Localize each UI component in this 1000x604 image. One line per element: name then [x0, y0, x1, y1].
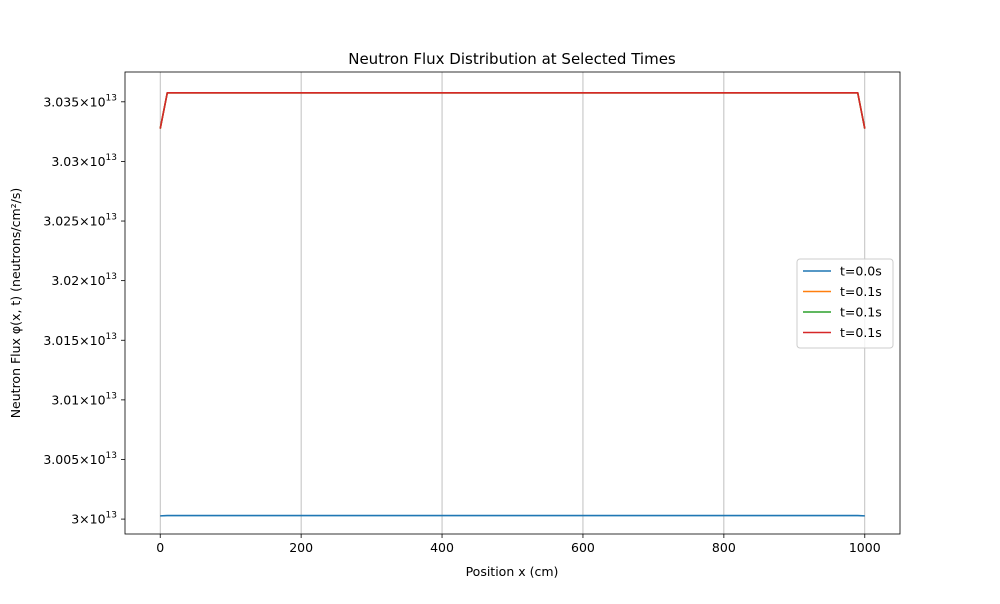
- y-tick-mantissa: 3.01: [51, 392, 79, 407]
- x-tick-label: 0: [156, 540, 164, 555]
- y-tick-multiplier: ×10: [79, 392, 105, 407]
- x-axis-label: Position x (cm): [466, 564, 559, 579]
- legend: t=0.0s t=0.1s t=0.1s t=0.1s: [797, 259, 893, 348]
- y-tick-exponent: 13: [106, 93, 117, 103]
- y-tick-multiplier: ×10: [79, 333, 105, 348]
- y-tick-exponent: 13: [106, 213, 117, 223]
- y-tick-exponent: 13: [106, 332, 117, 342]
- y-tick-exponent: 13: [106, 451, 117, 461]
- y-tick-mantissa: 3.015: [43, 333, 79, 348]
- y-tick-multiplier: ×10: [79, 94, 105, 109]
- y-axis-label: Neutron Flux φ(x, t) (neutrons/cm²/s): [8, 188, 23, 419]
- y-tick-mantissa: 3.005: [43, 452, 79, 467]
- y-tick-exponent: 13: [106, 391, 117, 401]
- y-tick-multiplier: ×10: [79, 273, 105, 288]
- x-tick-label: 600: [571, 540, 595, 555]
- chart-title: Neutron Flux Distribution at Selected Ti…: [348, 50, 676, 68]
- legend-label-1: t=0.1s: [840, 284, 882, 299]
- y-tick-mantissa: 3: [71, 512, 79, 527]
- y-tick-mantissa: 3.03: [51, 154, 79, 169]
- y-tick-multiplier: ×10: [79, 214, 105, 229]
- legend-label-3: t=0.1s: [840, 325, 882, 340]
- y-tick-multiplier: ×10: [79, 452, 105, 467]
- y-tick-mantissa: 3.025: [43, 214, 79, 229]
- x-tick-label: 200: [289, 540, 313, 555]
- y-tick-multiplier: ×10: [79, 154, 105, 169]
- legend-label-2: t=0.1s: [840, 305, 882, 320]
- x-tick-label: 1000: [849, 540, 881, 555]
- y-tick-mantissa: 3.02: [51, 273, 79, 288]
- x-tick-label: 400: [430, 540, 454, 555]
- y-tick-mantissa: 3.035: [43, 94, 79, 109]
- y-tick-exponent: 13: [106, 153, 117, 163]
- legend-label-0: t=0.0s: [840, 264, 882, 279]
- y-tick-exponent: 13: [106, 511, 117, 521]
- x-tick-label: 800: [712, 540, 736, 555]
- y-tick-multiplier: ×10: [79, 512, 105, 527]
- y-tick-exponent: 13: [106, 272, 117, 282]
